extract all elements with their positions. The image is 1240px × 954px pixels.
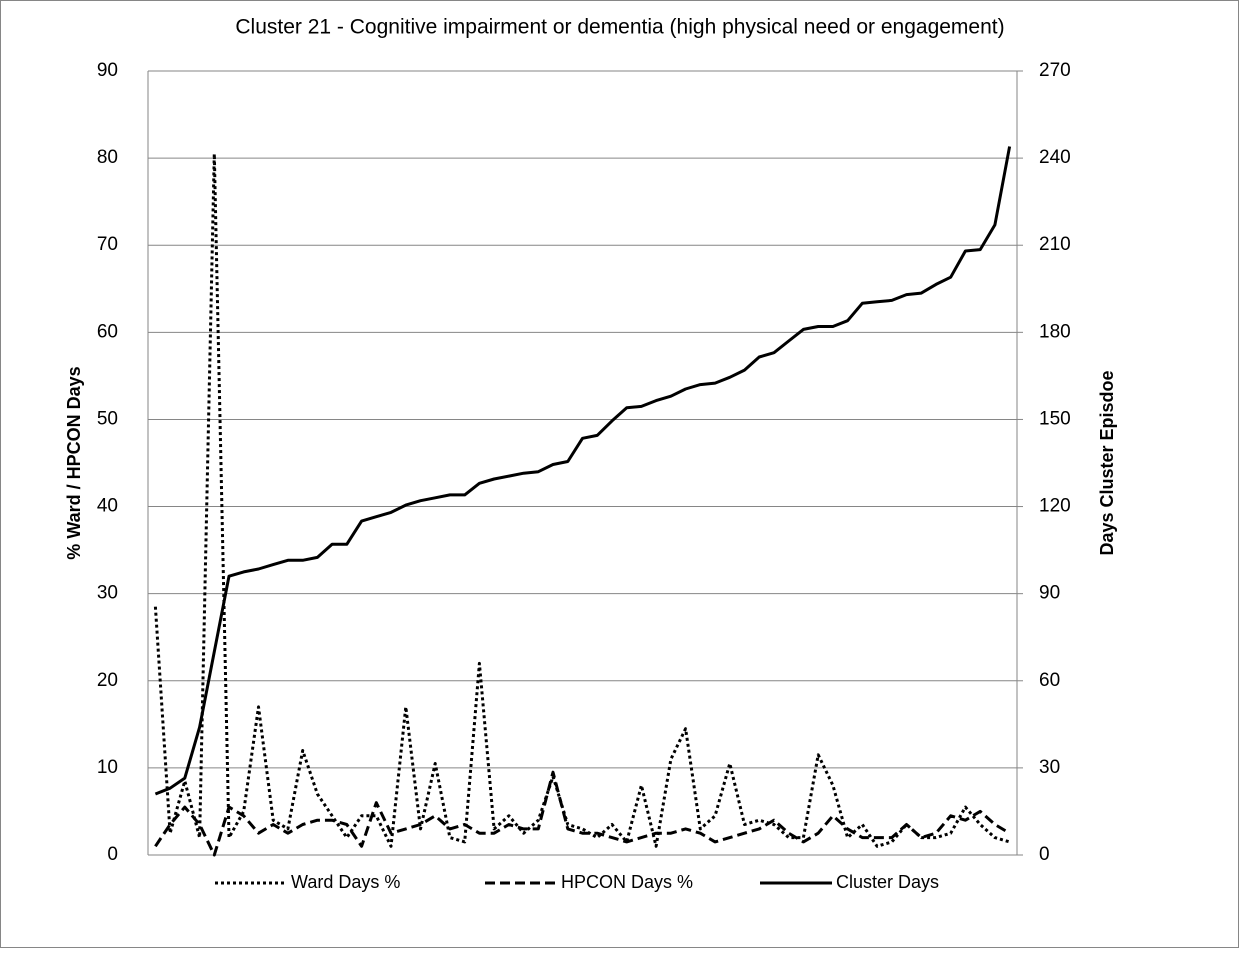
y2-tick-label: 150	[1039, 408, 1071, 429]
y2-tick-label: 0	[1039, 844, 1050, 865]
y-tick-label: 70	[97, 234, 118, 255]
y-tick-label: 10	[97, 757, 118, 778]
y2-tick-label: 240	[1039, 147, 1071, 168]
line-series	[153, 152, 1011, 848]
y-tick-label: 0	[107, 844, 118, 865]
y-tick-label: 20	[97, 670, 118, 691]
chart-title: Cluster 21 - Cognitive impairment or dem…	[235, 16, 1004, 39]
y2-tick-label: 30	[1039, 757, 1060, 778]
line-series	[154, 770, 1011, 857]
y-tick-label: 40	[97, 496, 118, 517]
y2-axis-label: Days Cluster Episdoe	[1097, 370, 1117, 555]
y-tick-label: 30	[97, 583, 118, 604]
y2-tick-label: 60	[1039, 670, 1060, 691]
y-tick-label: 60	[97, 321, 118, 342]
y2-tick-label: 270	[1039, 60, 1071, 81]
y2-tick-label: 120	[1039, 496, 1071, 517]
y-tick-label: 90	[97, 60, 118, 81]
y-tick-label: 80	[97, 147, 118, 168]
y2-tick-label: 90	[1039, 583, 1060, 604]
y2-tick-label: 180	[1039, 321, 1071, 342]
legend-label: Cluster Days	[836, 872, 939, 892]
line-series	[154, 146, 1012, 796]
y-tick-label: 50	[97, 408, 118, 429]
legend-label: Ward Days %	[291, 872, 400, 892]
legend-label: HPCON Days %	[561, 872, 693, 892]
y2-tick-label: 210	[1039, 234, 1071, 255]
y-axis-label: % Ward / HPCON Days	[64, 366, 84, 559]
